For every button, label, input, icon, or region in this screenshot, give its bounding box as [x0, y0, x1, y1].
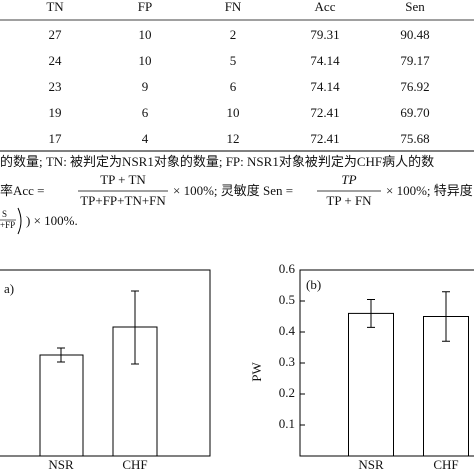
y-tick-label: 0.1 — [279, 416, 295, 431]
y-tick-label: 0.2 — [279, 385, 295, 400]
table-header: TN — [46, 0, 64, 14]
table-cell: 12 — [227, 131, 240, 146]
table-cell: 6 — [230, 79, 237, 94]
y-tick-label: 0.5 — [279, 292, 295, 307]
table-cell: 9 — [142, 79, 149, 94]
bar — [348, 312, 394, 457]
fraction-den: TP+FP+TN+FN — [80, 193, 166, 208]
table-cell: 4 — [142, 131, 149, 146]
table-cell: 27 — [49, 27, 63, 42]
table-cell: 72.41 — [310, 131, 339, 146]
table-header: Sen — [405, 0, 425, 14]
table-cell: 6 — [142, 105, 149, 120]
table-cell: 2 — [230, 27, 237, 42]
plot-frame — [0, 269, 211, 457]
table-cell: 74.14 — [310, 53, 340, 68]
error-bar — [442, 291, 450, 342]
error-bar — [131, 290, 139, 365]
caption-text: ) × 100%. — [26, 213, 78, 228]
table-header: FN — [225, 0, 242, 14]
x-tick-label: NSR — [48, 457, 74, 472]
x-tick-label: NSR — [358, 457, 384, 472]
table-cell: 23 — [49, 79, 62, 94]
table-cell: 69.70 — [400, 105, 429, 120]
caption-text: × 100%; 特异度 — [386, 183, 473, 198]
table-cell: 74.14 — [310, 79, 340, 94]
table-cell: 79.31 — [310, 27, 339, 42]
fraction-den: +FP — [0, 220, 15, 230]
table-cell: 10 — [139, 53, 152, 68]
caption-text: 率Acc = — [0, 183, 45, 198]
table-cell: 90.48 — [400, 27, 429, 42]
error-bar — [57, 347, 65, 363]
fraction-num: S — [2, 209, 7, 219]
table-cell: 72.41 — [310, 105, 339, 120]
table-cell: 17 — [49, 131, 63, 146]
y-axis-label: PW — [249, 362, 264, 382]
y-tick-label: 0.3 — [279, 354, 295, 369]
fraction-num: TP + TN — [100, 172, 146, 187]
table-header: Acc — [315, 0, 336, 14]
bar — [39, 354, 84, 457]
panel-label: a) — [4, 281, 14, 296]
y-tick-label: 0.6 — [279, 261, 296, 276]
panel-label: (b) — [306, 277, 321, 292]
caption-text: × 100%; 灵敏度 Sen = — [173, 183, 293, 198]
table-cell: 79.17 — [400, 53, 430, 68]
caption-line: 的数量; TN: 被判定为NSR1对象的数量; FP: NSR1对象被判定为CH… — [0, 154, 434, 169]
table-cell: 5 — [230, 53, 237, 68]
table-cell: 19 — [49, 105, 62, 120]
table-cell: 76.92 — [400, 79, 429, 94]
fraction-den: TP + FN — [326, 193, 372, 208]
fraction-num: TP — [341, 172, 356, 187]
paren — [17, 207, 22, 235]
table-header: FP — [138, 0, 152, 14]
x-tick-label: CHF — [122, 457, 147, 472]
x-tick-label: CHF — [433, 457, 458, 472]
error-bar — [367, 298, 375, 328]
table-cell: 75.68 — [400, 131, 429, 146]
y-tick-label: 0.4 — [279, 323, 296, 338]
table-cell: 24 — [49, 53, 63, 68]
table-cell: 10 — [139, 27, 152, 42]
table-cell: 10 — [227, 105, 240, 120]
